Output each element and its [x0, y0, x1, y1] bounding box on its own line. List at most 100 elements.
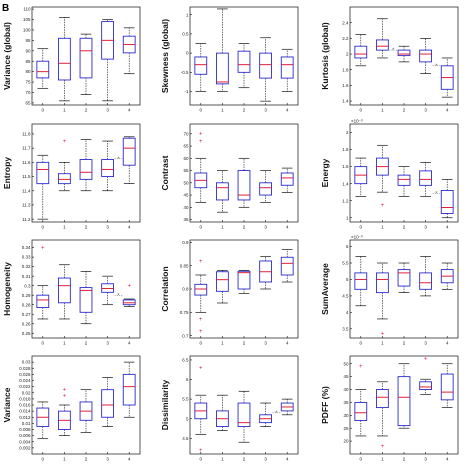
significance-star: *	[392, 48, 395, 54]
iqr-box	[36, 60, 50, 79]
box-4	[280, 48, 294, 92]
x-tick-label: 4	[446, 108, 449, 113]
x-tick-label: 3	[424, 225, 427, 230]
y-tick-label: 0.028	[19, 366, 31, 371]
box-3	[419, 256, 432, 297]
y-tick-label: 0.8	[182, 287, 189, 292]
box-0	[354, 256, 368, 307]
box-4	[440, 262, 454, 290]
iqr-box	[58, 173, 71, 185]
iqr-box	[397, 174, 411, 186]
x-tick-label: 3	[264, 341, 267, 346]
significance-marker: *	[432, 191, 441, 197]
y-tick-label: 0	[186, 51, 189, 56]
box-1: ++	[58, 387, 71, 436]
y-tick-label: 5.5	[182, 397, 189, 402]
y-tick-label: 11.4	[22, 188, 31, 193]
y-tick-label: 50	[183, 180, 189, 185]
y-tick-label: 0.022	[19, 384, 31, 389]
x-tick-label: 2	[403, 108, 406, 113]
iqr-box	[36, 294, 50, 309]
box-0: ++	[194, 132, 208, 203]
box-1	[58, 264, 71, 320]
iqr-box	[237, 402, 251, 428]
x-tick-label: 0	[42, 225, 45, 230]
iqr-box	[79, 159, 93, 180]
x-tick-label: 3	[106, 457, 109, 462]
x-tick-label: 0	[200, 341, 203, 346]
chart-panel: 20 25 30 35 40 45 50 0 1 2 3 4 PDFF (%) + + +	[320, 355, 459, 462]
iqr-box	[419, 381, 432, 390]
box-0	[36, 401, 50, 440]
x-tick-label: 4	[128, 457, 131, 462]
outlier-marker: +	[199, 259, 203, 265]
y-tick-label: -0.5	[181, 70, 189, 75]
x-tick-label: 0	[200, 108, 203, 113]
y-tick-label: 6	[346, 244, 349, 249]
outlier-marker: +	[41, 245, 45, 251]
y-tick-label: 0.03	[22, 360, 31, 365]
y-tick-label: 0.26	[22, 321, 31, 326]
y-tick-label: 5	[186, 416, 189, 421]
box-3	[419, 38, 432, 74]
chart-panel: 35 40 45 50 55 60 65 70 0 1 2 3 4 Contrast ++	[160, 123, 299, 230]
y-tick-label: 0.34	[22, 245, 31, 250]
x-tick-label: 0	[360, 225, 363, 230]
x-tick-label: 1	[381, 108, 384, 113]
x-tick-label: 1	[63, 225, 66, 230]
x-tick-label: 2	[243, 341, 246, 346]
box-1: +	[376, 381, 389, 450]
y-tick-label: 2.4	[342, 20, 349, 25]
x-tick-label: 1	[381, 225, 384, 230]
box-1	[216, 170, 229, 213]
y-tick-label: 80	[25, 69, 31, 74]
y-tick-label: 4.5	[342, 294, 349, 299]
iqr-box	[58, 277, 71, 304]
box-3	[101, 275, 114, 306]
y-tick-label: 0.008	[19, 427, 31, 432]
y-tick-label: 20	[343, 439, 349, 444]
y-tick-label: 3.5	[342, 326, 349, 331]
x-tick-label: 4	[128, 225, 131, 230]
y-tick-label: 1.4	[342, 181, 349, 186]
y-tick-label: 65	[183, 144, 189, 149]
x-tick-label: 1	[221, 225, 224, 230]
y-tick-label: 0.012	[19, 415, 31, 420]
iqr-box	[194, 283, 208, 296]
y-tick-label: 110	[23, 7, 31, 12]
y-tick-label: 0.75	[180, 310, 189, 315]
x-tick-label: 3	[424, 341, 427, 346]
y-axis-label: Correlation	[160, 266, 170, 311]
y-axis-label: Skewness (global)	[160, 19, 170, 93]
significance-marker: *	[114, 157, 123, 163]
significance-star: *	[435, 191, 438, 197]
y-tick-label: 2	[346, 130, 349, 135]
y-tick-label: 0.02	[22, 390, 31, 395]
box-4	[280, 248, 294, 283]
box-2	[237, 43, 251, 89]
y-tick-label: 95	[25, 38, 31, 43]
box-0	[36, 154, 50, 220]
box-1	[216, 8, 229, 92]
y-tick-label: 0.026	[19, 372, 31, 377]
chart-panel: 1.4 1.6 1.8 2 2.2 2.4 0 1 2 3 4 Kurtosis (global) * *	[320, 6, 459, 113]
y-tick-label: 1	[346, 215, 349, 220]
box-0: +	[354, 364, 368, 437]
box-1: +	[376, 262, 389, 338]
significance-star: *	[275, 411, 278, 417]
iqr-box	[122, 137, 136, 166]
outlier-marker: +	[63, 394, 67, 400]
x-tick-label: 4	[128, 108, 131, 113]
outlier-marker: +	[381, 444, 385, 450]
y-tick-label: 100	[23, 28, 31, 33]
x-tick-label: 2	[85, 457, 88, 462]
box-1	[58, 17, 71, 102]
outlier-marker: +	[199, 132, 203, 138]
y-tick-label: 85	[25, 59, 31, 64]
outlier-marker: +	[63, 387, 67, 393]
iqr-box	[237, 50, 251, 73]
box-0: + + +	[194, 259, 208, 335]
x-tick-label: 4	[286, 225, 289, 230]
outlier-marker: +	[381, 203, 385, 209]
y-tick-label: 0.014	[19, 409, 31, 414]
